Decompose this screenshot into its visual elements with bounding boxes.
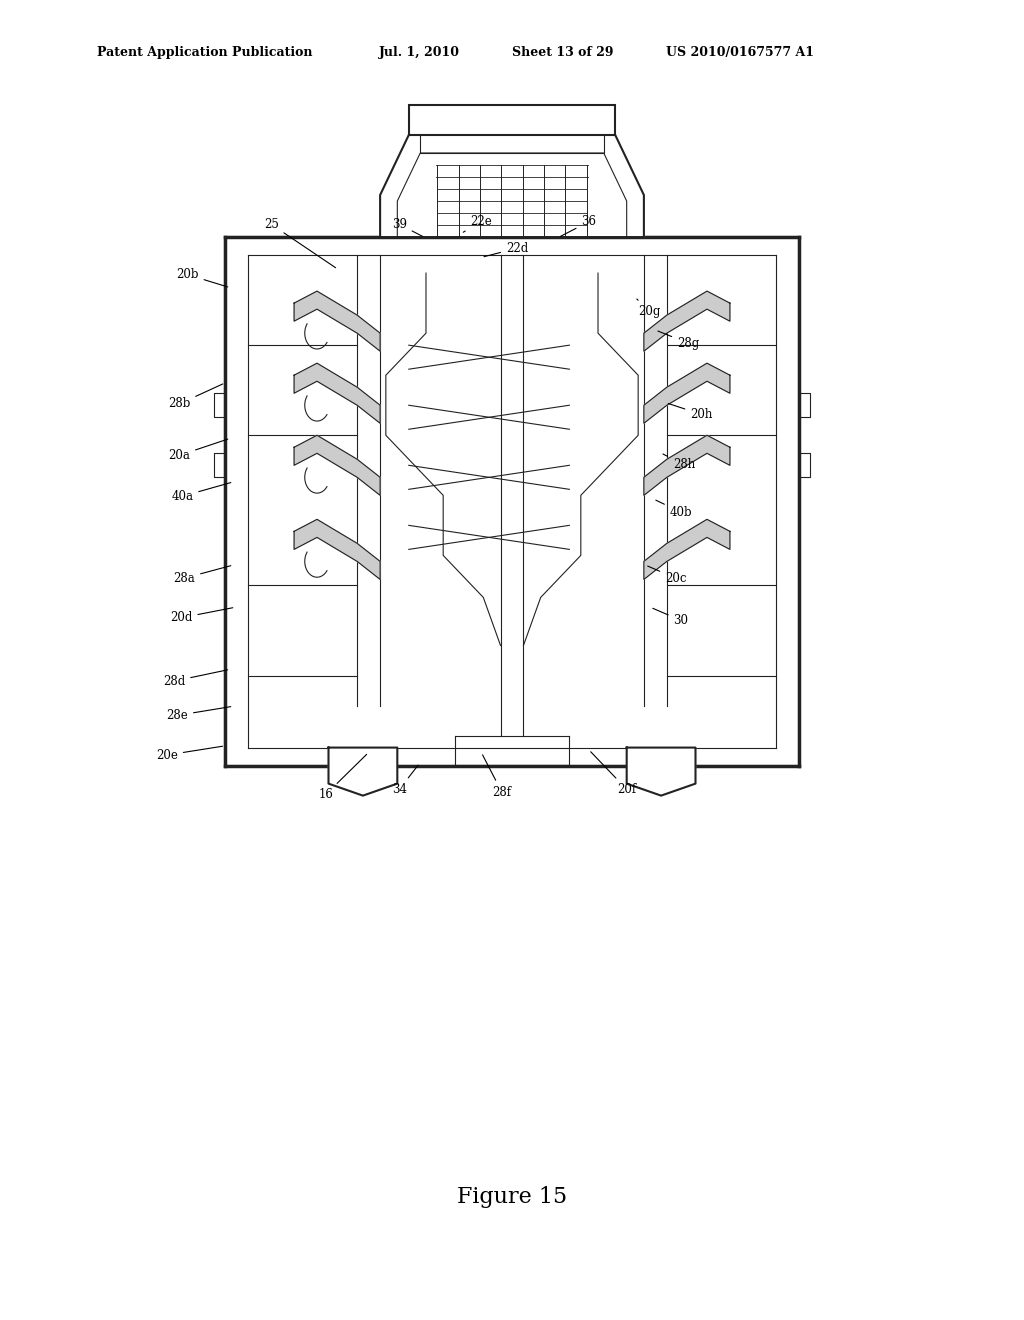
Text: 20e: 20e — [156, 746, 222, 762]
Text: 20g: 20g — [637, 298, 660, 318]
Text: 34: 34 — [392, 766, 418, 796]
Text: 28h: 28h — [663, 454, 695, 471]
Polygon shape — [329, 747, 397, 796]
Polygon shape — [294, 519, 380, 579]
Polygon shape — [380, 135, 644, 238]
Text: 40a: 40a — [171, 483, 230, 503]
Text: 16: 16 — [318, 754, 367, 801]
Text: Sheet 13 of 29: Sheet 13 of 29 — [512, 46, 613, 59]
Text: 20h: 20h — [669, 404, 713, 421]
Text: 20b: 20b — [176, 268, 227, 286]
Polygon shape — [627, 747, 695, 796]
FancyBboxPatch shape — [225, 238, 799, 766]
Text: 36: 36 — [560, 215, 596, 236]
Polygon shape — [644, 519, 730, 579]
FancyBboxPatch shape — [409, 104, 615, 135]
Text: 25: 25 — [264, 218, 336, 268]
Text: 22e: 22e — [463, 215, 493, 232]
Text: 22d: 22d — [484, 242, 528, 256]
Text: 28g: 28g — [658, 331, 699, 350]
Text: 20f: 20f — [591, 752, 636, 796]
Polygon shape — [644, 292, 730, 351]
Text: 30: 30 — [652, 609, 688, 627]
Text: US 2010/0167577 A1: US 2010/0167577 A1 — [666, 46, 814, 59]
Polygon shape — [644, 363, 730, 424]
Text: 28d: 28d — [163, 669, 227, 688]
Text: Jul. 1, 2010: Jul. 1, 2010 — [379, 46, 460, 59]
Text: 28e: 28e — [166, 706, 230, 722]
Text: 40b: 40b — [655, 500, 692, 519]
Text: 28a: 28a — [173, 566, 230, 585]
FancyBboxPatch shape — [420, 111, 604, 153]
Text: 20d: 20d — [170, 607, 232, 624]
Text: Patent Application Publication: Patent Application Publication — [97, 46, 312, 59]
Polygon shape — [294, 292, 380, 351]
Text: Figure 15: Figure 15 — [457, 1187, 567, 1208]
Text: 28f: 28f — [482, 755, 511, 799]
Polygon shape — [294, 363, 380, 424]
Text: 20c: 20c — [647, 566, 686, 585]
Polygon shape — [294, 436, 380, 495]
Text: 20a: 20a — [168, 440, 227, 462]
Text: 39: 39 — [392, 218, 423, 236]
Polygon shape — [644, 436, 730, 495]
Text: 28b: 28b — [168, 384, 223, 411]
